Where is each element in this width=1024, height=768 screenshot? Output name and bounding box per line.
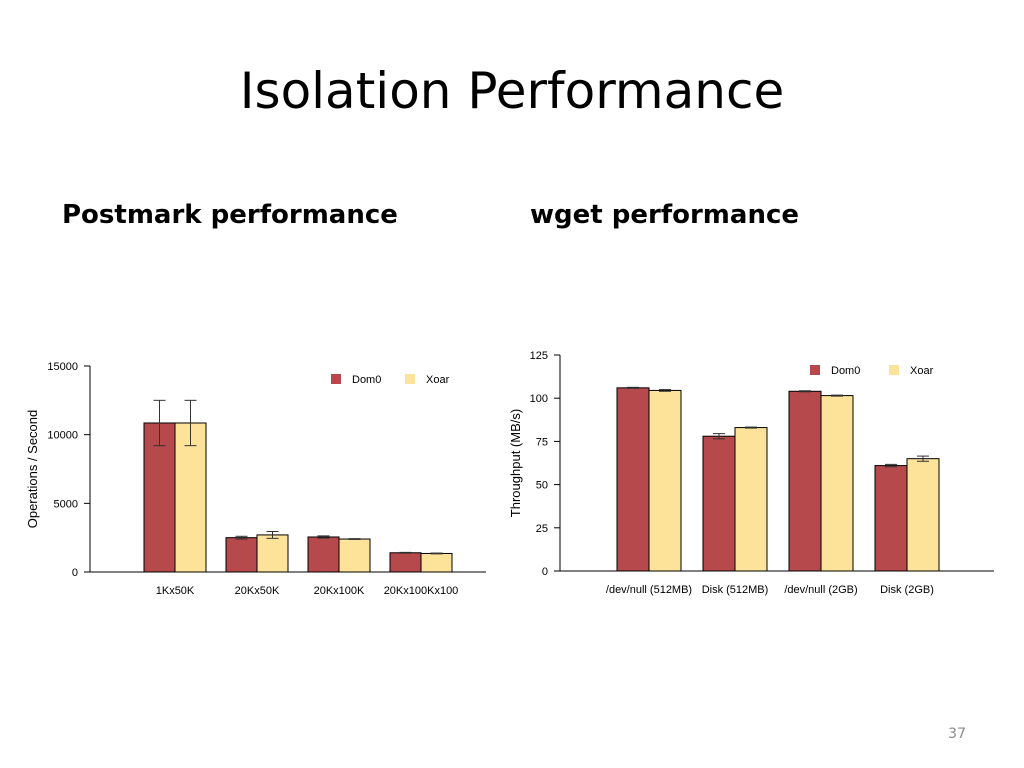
wget-x-tick-label: Disk (2GB): [880, 584, 934, 596]
wget-bar-dom0: [702, 435, 736, 572]
postmark-y-tick-label: 5000: [54, 498, 78, 510]
postmark-y-tick-label: 0: [72, 567, 78, 579]
wget-legend-swatch-xoar: [889, 365, 899, 375]
postmark-legend-swatch-dom0: [331, 374, 341, 384]
postmark-bar-dom0: [225, 537, 258, 573]
postmark-x-tick-label: 20Kx100Kx100: [384, 585, 459, 597]
wget-legend-swatch-dom0: [810, 365, 820, 375]
postmark-x-tick-label: 20Kx100K: [314, 585, 365, 597]
wget-bar-xoar: [820, 395, 854, 572]
wget-bar-dom0: [616, 387, 650, 572]
wget-bar-dom0: [788, 390, 822, 572]
postmark-heading: Postmark performance: [62, 200, 398, 230]
wget-y-tick-label: 125: [530, 350, 548, 362]
wget-x-tick-label: /dev/null (512MB): [606, 584, 692, 596]
slide-title: Isolation Performance: [239, 62, 785, 120]
wget-y-tick-label: 0: [542, 566, 548, 578]
postmark-y-tick-label: 15000: [47, 361, 78, 373]
postmark-legend-swatch-xoar: [405, 374, 415, 384]
postmark-legend-label-xoar: Xoar: [426, 374, 450, 386]
wget-bar-xoar: [734, 427, 768, 572]
wget-legend-label-dom0: Dom0: [831, 365, 860, 377]
postmark-bar-xoar: [174, 422, 207, 573]
postmark-legend-label-dom0: Dom0: [352, 374, 381, 386]
postmark-bar-xoar: [338, 538, 371, 573]
wget-heading: wget performance: [530, 200, 800, 230]
wget-bar-xoar: [906, 458, 940, 572]
postmark-y-tick-label: 10000: [47, 430, 78, 442]
wget-y-axis-label: Throughput (MB/s): [508, 409, 523, 517]
wget-x-tick-label: /dev/null (2GB): [784, 584, 857, 596]
postmark-bar-dom0: [143, 422, 176, 573]
wget-y-tick-label: 100: [530, 393, 548, 405]
wget-bar-dom0: [874, 465, 908, 572]
page-number: 37: [948, 726, 966, 742]
wget-legend-label-xoar: Xoar: [910, 365, 934, 377]
postmark-x-tick-label: 1Kx50K: [156, 585, 195, 597]
wget-y-tick-label: 25: [536, 523, 548, 535]
wget-bar-xoar: [648, 389, 682, 572]
wget-x-tick-label: Disk (512MB): [702, 584, 769, 596]
postmark-x-tick-label: 20Kx50K: [235, 585, 280, 597]
wget-y-tick-label: 75: [536, 436, 548, 448]
wget-y-tick-label: 50: [536, 480, 548, 492]
postmark-y-axis-label: Operations / Second: [25, 410, 40, 529]
